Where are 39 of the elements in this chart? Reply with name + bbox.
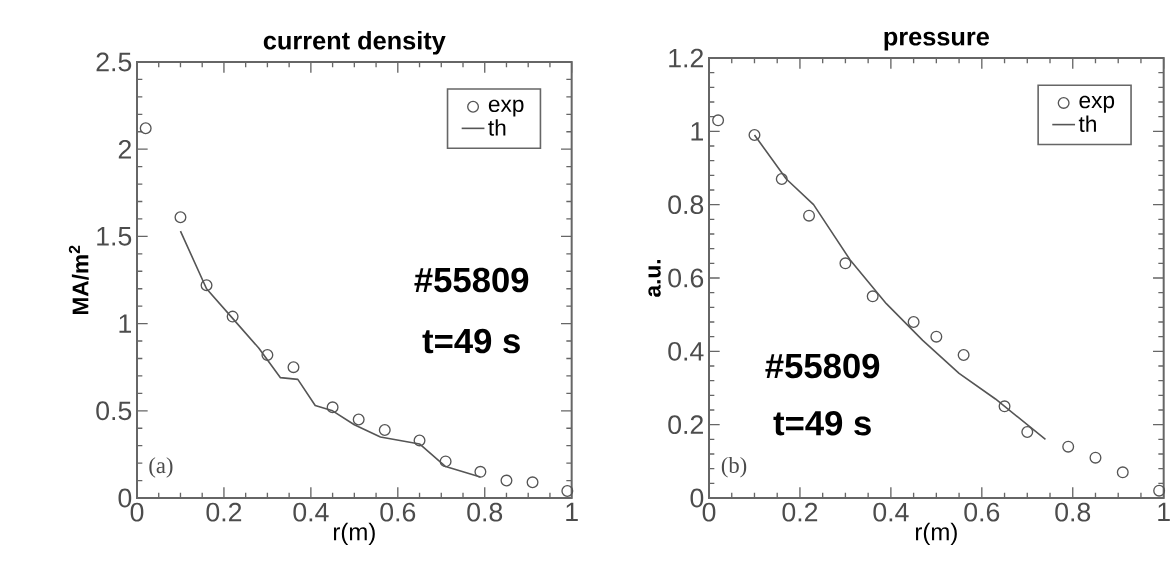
y-axis-title: MA/m$^{2}$	[68, 245, 89, 315]
y-tick-label: 0.5	[96, 401, 132, 421]
x-tick-label: 1	[1158, 502, 1170, 522]
annotation: t=49 s	[773, 410, 871, 436]
y-tick-label: 1	[119, 314, 131, 333]
chart-title: current density	[263, 31, 446, 55]
x-axis-title: r(m)	[915, 522, 957, 546]
x-tick-label: 0.8	[467, 502, 503, 522]
y-tick-label: 1	[691, 122, 703, 141]
y-tick-label: 0.8	[668, 195, 704, 215]
x-tick-label: 0.4	[293, 502, 329, 522]
annotation: #55809	[765, 353, 880, 379]
y-tick-label: 2	[118, 139, 131, 159]
x-tick-label: 0.6	[964, 502, 1000, 522]
legend-label: th	[1078, 115, 1096, 132]
y-tick-label: 0.2	[668, 415, 703, 435]
y-tick-label: 0	[690, 488, 704, 508]
legend-label: exp	[488, 99, 524, 117]
x-tick-label: 1	[566, 502, 578, 522]
x-axis-title: r(m)	[333, 522, 375, 546]
x-tick-label: 0.4	[873, 502, 909, 522]
x-tick-label: 0.2	[782, 502, 818, 522]
annotation: (a)	[149, 457, 173, 478]
y-tick-label: 1.2	[669, 48, 703, 68]
x-tick-label: 0.2	[206, 502, 242, 522]
legend-label: th	[488, 119, 506, 136]
y-axis-title: a.u.	[648, 260, 661, 297]
annotation: #55809	[414, 267, 529, 293]
y-tick-label: 1.5	[97, 227, 132, 246]
y-tick-label: 0	[118, 488, 132, 508]
legend-label: exp	[1079, 95, 1115, 113]
annotation: (b)	[721, 456, 747, 478]
y-tick-label: 0.4	[668, 341, 704, 361]
x-tick-label: 0.6	[380, 502, 416, 522]
y-tick-label: 0.6	[668, 268, 704, 288]
annotation: t=49 s	[422, 328, 520, 354]
y-tick-label: 2.5	[96, 52, 132, 72]
x-tick-label: 0.8	[1055, 502, 1091, 522]
chart-title: pressure	[884, 31, 989, 51]
